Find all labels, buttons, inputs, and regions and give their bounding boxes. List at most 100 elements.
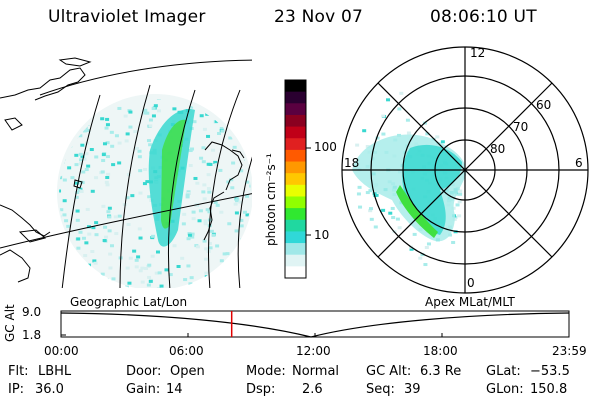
emission-pixel <box>195 245 200 249</box>
emission-pixel <box>73 125 78 129</box>
flt-label: Flt: <box>8 364 29 379</box>
emission-pixel <box>159 284 164 288</box>
emission-pixel <box>211 233 216 237</box>
emission-pixel <box>59 138 62 142</box>
emission-pixel <box>457 214 462 218</box>
emission-pixel <box>157 109 162 113</box>
emission-pixel <box>84 152 89 156</box>
emission-pixel <box>80 143 85 147</box>
emission-pixel <box>133 130 138 134</box>
emission-pixel <box>368 209 373 213</box>
emission-pixel <box>100 272 105 276</box>
emission-pixel <box>252 260 256 263</box>
emission-pixel <box>78 134 83 138</box>
emission-pixel <box>79 158 84 162</box>
emission-pixel <box>193 99 198 103</box>
emission-pixel <box>199 156 204 160</box>
emission-pixel <box>128 256 133 260</box>
emission-pixel <box>431 137 436 141</box>
emission-pixel <box>189 276 194 280</box>
emission-pixel <box>228 136 233 140</box>
emission-pixel <box>78 152 83 156</box>
emission-pixel <box>105 123 110 127</box>
emission-pixel <box>80 270 85 274</box>
emission-pixel <box>204 275 209 279</box>
emission-pixel <box>81 170 86 174</box>
emission-pixel <box>114 134 119 138</box>
colorbar-swatch <box>285 219 306 232</box>
emission-pixel <box>73 99 78 102</box>
emission-pixel <box>242 210 247 214</box>
emission-pixel <box>60 248 65 252</box>
emission-pixel <box>227 222 232 226</box>
emission-pixel <box>59 133 62 137</box>
emission-pixel <box>168 273 173 277</box>
emission-pixel <box>191 210 196 214</box>
time-tick-0000: 00:00 <box>44 344 79 358</box>
emission-pixel <box>191 217 196 221</box>
emission-pixel <box>207 241 212 245</box>
emission-pixel <box>72 95 76 98</box>
emission-pixel <box>117 141 122 145</box>
emission-pixel <box>101 159 106 163</box>
emission-pixel <box>211 273 216 277</box>
emission-pixel <box>219 283 224 287</box>
lat-label-60: 60 <box>536 98 552 112</box>
emission-pixel <box>114 232 119 236</box>
altitude-curve <box>60 312 570 338</box>
emission-pixel <box>106 172 111 176</box>
emission-pixel <box>83 269 88 273</box>
emission-pixel <box>246 269 251 273</box>
emission-pixel <box>381 132 386 136</box>
emission-pixel <box>206 173 211 177</box>
emission-pixel <box>143 167 148 171</box>
emission-pixel <box>74 153 79 157</box>
emission-pixel <box>391 216 396 220</box>
dsp-value: 2.6 <box>302 382 323 397</box>
emission-pixel <box>138 191 143 195</box>
emission-pixel <box>75 190 80 194</box>
emission-pixel <box>108 99 113 101</box>
emission-pixel <box>230 186 235 190</box>
emission-pixel <box>232 145 237 149</box>
emission-pixel <box>83 254 88 258</box>
emission-pixel <box>82 157 87 161</box>
emission-pixel <box>245 180 250 184</box>
emission-pixel <box>137 149 142 153</box>
emission-pixel <box>397 107 402 111</box>
colorbar-swatch <box>285 173 306 186</box>
emission-pixel <box>107 206 112 210</box>
emission-pixel <box>132 249 137 253</box>
emission-pixel <box>104 180 109 184</box>
emission-pixel <box>202 197 207 201</box>
emission-pixel <box>230 279 235 283</box>
emission-pixel <box>209 274 214 278</box>
emission-pixel <box>92 259 97 263</box>
emission-pixel <box>86 225 91 229</box>
mlt-label-12: 12 <box>470 46 486 60</box>
emission-pixel <box>71 115 76 119</box>
emission-pixel <box>86 128 91 132</box>
emission-pixel <box>420 253 425 257</box>
gcalt-label: GC Alt: <box>366 364 412 379</box>
emission-pixel <box>183 278 188 282</box>
emission-pixel <box>397 226 402 230</box>
altitude-tick-low: 1.8 <box>22 328 42 342</box>
flt-value: LBHL <box>38 364 72 379</box>
emission-pixel <box>107 215 112 219</box>
emission-pixel <box>106 210 111 214</box>
emission-pixel <box>374 193 379 197</box>
emission-pixel <box>239 218 244 222</box>
emission-pixel <box>105 183 110 187</box>
emission-pixel <box>209 106 214 110</box>
emission-pixel <box>190 235 195 239</box>
emission-pixel <box>251 218 255 221</box>
emission-pixel <box>186 237 191 241</box>
emission-pixel <box>185 195 190 199</box>
emission-pixel <box>110 144 115 148</box>
emission-pixel <box>369 217 374 221</box>
emission-pixel <box>127 281 132 285</box>
emission-pixel <box>209 229 214 233</box>
emission-pixel <box>109 244 114 248</box>
